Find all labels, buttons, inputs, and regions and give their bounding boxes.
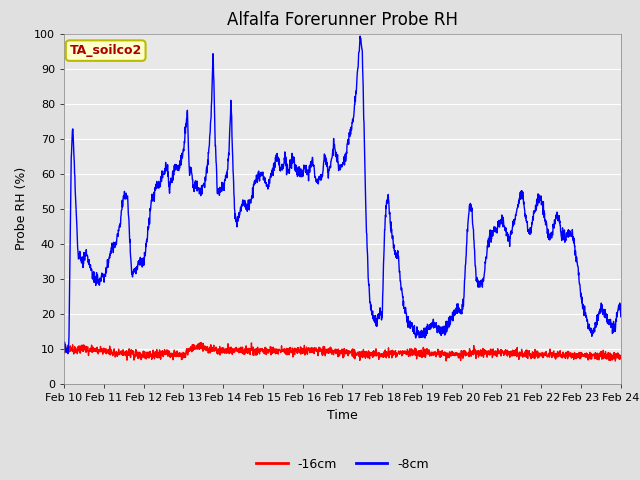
-16cm — [499, 349, 506, 355]
-8cm — [89, 270, 97, 276]
Title: Alfalfa Forerunner Probe RH: Alfalfa Forerunner Probe RH — [227, 11, 458, 29]
X-axis label: Time: Time — [327, 408, 358, 421]
Text: TA_soilco2: TA_soilco2 — [70, 44, 142, 57]
-16cm — [316, 348, 324, 354]
-8cm — [316, 175, 324, 181]
-16cm — [617, 353, 625, 359]
Legend: -16cm, -8cm: -16cm, -8cm — [252, 453, 433, 476]
-8cm — [64, 351, 72, 357]
-16cm — [197, 340, 205, 346]
-8cm — [617, 314, 625, 320]
-8cm — [602, 315, 609, 321]
-16cm — [88, 347, 96, 353]
-8cm — [499, 224, 507, 230]
-8cm — [331, 146, 339, 152]
Line: -16cm: -16cm — [64, 343, 621, 361]
Line: -8cm: -8cm — [64, 36, 621, 354]
-8cm — [601, 307, 609, 312]
-8cm — [60, 345, 68, 350]
-8cm — [356, 33, 364, 39]
Y-axis label: Probe RH (%): Probe RH (%) — [15, 167, 28, 251]
-16cm — [60, 342, 68, 348]
-16cm — [601, 351, 609, 357]
-16cm — [601, 354, 609, 360]
-16cm — [331, 349, 339, 355]
-16cm — [611, 358, 619, 364]
